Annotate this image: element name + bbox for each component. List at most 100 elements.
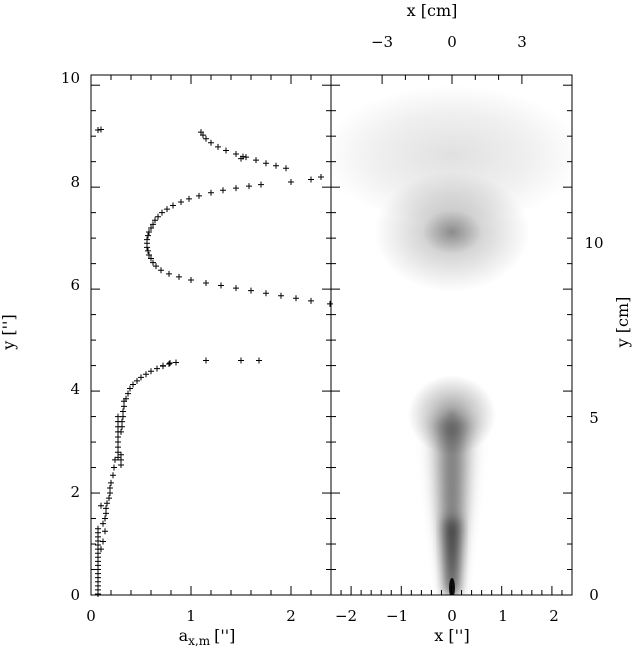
data-point	[158, 267, 164, 274]
data-point	[102, 515, 108, 522]
outer-halo	[331, 85, 572, 225]
right-tick-label: 5	[589, 409, 599, 427]
data-point	[120, 408, 126, 415]
data-point	[220, 187, 226, 194]
data-point	[256, 357, 262, 364]
axis-ticks	[90, 75, 573, 596]
data-point	[293, 295, 299, 302]
data-point	[238, 155, 244, 162]
data-point	[143, 371, 149, 378]
data-point	[98, 546, 104, 553]
data-point	[100, 520, 106, 527]
data-point	[200, 132, 206, 139]
data-point	[118, 456, 124, 463]
data-point	[107, 490, 113, 497]
data-point	[104, 500, 110, 507]
data-point	[170, 202, 176, 209]
data-point	[164, 206, 170, 213]
data-point	[153, 263, 159, 270]
data-point	[103, 505, 109, 512]
data-point	[118, 451, 124, 458]
emission-image	[331, 85, 572, 595]
x-tick-label: 1	[498, 607, 508, 625]
data-point	[148, 368, 154, 375]
data-point	[144, 236, 150, 243]
data-point	[176, 273, 182, 280]
data-point	[278, 292, 284, 299]
data-point	[173, 359, 179, 366]
y-tick-label: 2	[70, 483, 80, 501]
data-point	[123, 395, 129, 402]
right-x-axis-title: x ['']	[434, 626, 469, 645]
data-point	[243, 154, 249, 161]
scatter-markers	[95, 126, 333, 597]
data-point	[258, 181, 264, 188]
data-point	[203, 357, 209, 364]
data-point	[121, 403, 127, 410]
data-point	[233, 151, 239, 158]
data-point	[233, 185, 239, 192]
data-point	[327, 300, 333, 307]
data-point	[283, 165, 289, 172]
x-tick-label: 1	[186, 607, 196, 625]
data-point	[146, 229, 152, 236]
data-point	[246, 183, 252, 190]
right-axis-title: y [cm]	[613, 297, 632, 349]
y-tick-label: 4	[70, 380, 80, 398]
data-point	[203, 280, 209, 286]
data-point	[166, 361, 172, 368]
data-point	[115, 444, 121, 451]
data-point	[120, 413, 126, 420]
data-point	[155, 213, 161, 220]
data-point	[145, 247, 151, 254]
data-point	[150, 221, 156, 228]
left-x-tick-labels: 0 1 2	[86, 607, 296, 625]
data-point	[308, 297, 314, 304]
y-tick-label: 0	[70, 586, 80, 604]
jet-main-band	[432, 420, 472, 595]
data-point	[159, 209, 165, 216]
data-point	[166, 270, 172, 277]
data-point	[223, 147, 229, 154]
x-title-main: a	[179, 626, 189, 645]
data-point	[108, 479, 114, 486]
top-axis-title: x [cm]	[407, 1, 458, 20]
data-point	[248, 287, 254, 294]
data-point	[152, 217, 158, 224]
data-point	[253, 157, 259, 164]
data-point	[115, 439, 121, 446]
data-point	[208, 189, 214, 196]
top-tick-label: 0	[447, 33, 457, 51]
data-point	[118, 428, 124, 435]
x-tick-label: 0	[86, 607, 96, 625]
x-tick-label: 0	[447, 607, 457, 625]
data-point	[188, 276, 194, 283]
data-point	[127, 385, 133, 392]
data-point	[145, 232, 151, 239]
data-point	[95, 127, 101, 134]
data-point	[148, 255, 154, 262]
data-point	[215, 143, 221, 150]
x-tick-label: 2	[549, 607, 559, 625]
data-point	[138, 374, 144, 381]
data-point	[115, 449, 121, 456]
right-tick-label: 0	[589, 586, 599, 604]
data-point	[196, 192, 202, 199]
left-panel-frame	[90, 74, 332, 596]
top-tick-labels: −3 0 3	[371, 33, 527, 51]
data-point	[263, 160, 269, 167]
data-point	[111, 464, 117, 471]
data-point	[110, 472, 116, 479]
x-title-subscript: x,m	[188, 634, 211, 646]
data-point	[273, 162, 279, 169]
data-point	[238, 357, 244, 364]
data-point	[178, 198, 184, 205]
x-tick-label: 2	[286, 607, 296, 625]
data-point	[106, 495, 112, 502]
right-tick-labels: 0 5 10	[584, 234, 603, 604]
left-x-axis-title: ax,m ['']	[179, 626, 236, 646]
y-tick-label: 6	[70, 276, 80, 294]
data-point	[95, 525, 101, 532]
data-point	[150, 259, 156, 266]
data-point	[218, 282, 224, 289]
